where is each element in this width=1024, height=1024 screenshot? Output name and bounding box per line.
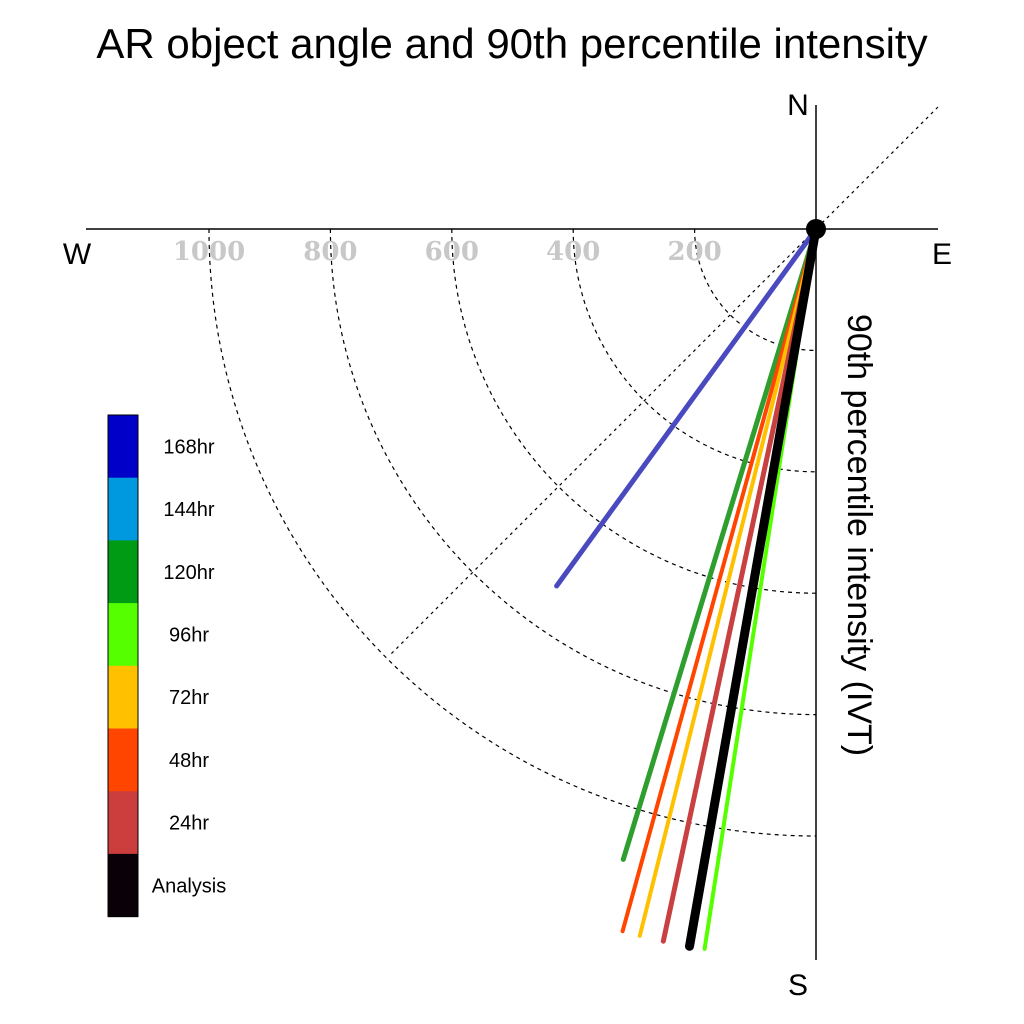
origin-marker bbox=[806, 219, 826, 239]
polar-grid bbox=[208, 106, 939, 837]
compass-south: S bbox=[788, 969, 808, 1002]
series-lines bbox=[554, 224, 821, 951]
legend-swatch-144hr bbox=[108, 477, 138, 541]
legend-label-96hr: 96hr bbox=[169, 625, 209, 647]
legend-label-120hr: 120hr bbox=[163, 562, 214, 584]
grid-ring-200 bbox=[694, 228, 817, 351]
compass-east: E bbox=[932, 238, 952, 271]
legend-swatch-72hr bbox=[108, 665, 138, 729]
radial-axis-label: 90th percentile intensity (IVT) bbox=[840, 314, 878, 756]
ring-label-1000: 1000 bbox=[173, 237, 245, 267]
grid-ring-800 bbox=[329, 228, 817, 716]
legend: 168hr 144hr 120hr 96hr 72hr 48hr 24hr Analysis bbox=[107, 414, 226, 918]
legend-label-analysis: Analysis bbox=[152, 875, 226, 897]
legend-label-168hr: 168hr bbox=[163, 436, 214, 458]
legend-label-24hr: 24hr bbox=[169, 813, 209, 835]
series-line-48hr bbox=[620, 227, 818, 934]
legend-swatch-analysis bbox=[108, 853, 138, 918]
legend-swatch-24hr bbox=[108, 791, 138, 855]
series-line-120hr bbox=[620, 226, 819, 862]
legend-swatch-168hr bbox=[108, 415, 138, 479]
legend-border bbox=[107, 414, 139, 918]
legend-label-144hr: 144hr bbox=[163, 499, 214, 521]
series-line-analysis bbox=[685, 224, 821, 951]
legend-swatch-48hr bbox=[108, 728, 138, 792]
series-line-72hr bbox=[637, 227, 818, 938]
chart-title: AR object angle and 90th percentile inte… bbox=[96, 20, 927, 67]
ring-label-400: 400 bbox=[546, 237, 600, 267]
compass-west: W bbox=[63, 238, 92, 271]
legend-swatch-96hr bbox=[108, 603, 138, 667]
legend-swatch-120hr bbox=[108, 540, 138, 604]
grid-ring-1000 bbox=[208, 228, 817, 837]
ring-label-600: 600 bbox=[425, 237, 479, 267]
compass-north: N bbox=[787, 89, 809, 122]
series-line-168hr bbox=[554, 226, 819, 589]
legend-label-48hr: 48hr bbox=[169, 750, 209, 772]
ring-labels: 200 400 600 800 1000 bbox=[173, 237, 722, 267]
ring-label-200: 200 bbox=[667, 237, 721, 267]
legend-label-72hr: 72hr bbox=[169, 687, 209, 709]
ring-label-800: 800 bbox=[303, 237, 357, 267]
